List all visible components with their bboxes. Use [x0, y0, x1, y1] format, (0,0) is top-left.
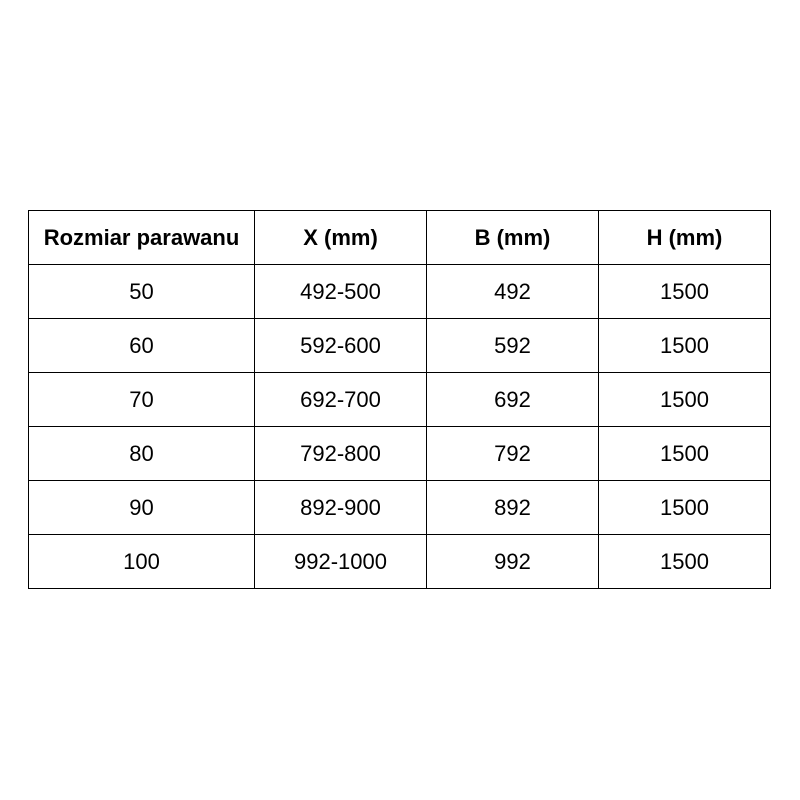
- table-row: 70 692-700 692 1500: [28, 372, 771, 427]
- cell-b: 892: [426, 480, 599, 535]
- cell-b: 692: [426, 372, 599, 427]
- size-table: Rozmiar parawanu X (mm) B (mm) H (mm) 50…: [28, 210, 771, 589]
- table-row: 100 992-1000 992 1500: [28, 534, 771, 589]
- cell-size: 60: [28, 318, 255, 373]
- header-b: B (mm): [426, 210, 599, 265]
- table-row: 60 592-600 592 1500: [28, 318, 771, 373]
- cell-h: 1500: [598, 534, 771, 589]
- table-row: 90 892-900 892 1500: [28, 480, 771, 535]
- cell-h: 1500: [598, 318, 771, 373]
- cell-h: 1500: [598, 372, 771, 427]
- header-row: Rozmiar parawanu X (mm) B (mm) H (mm): [28, 210, 771, 265]
- cell-x: 892-900: [254, 480, 427, 535]
- table-row: 50 492-500 492 1500: [28, 264, 771, 319]
- cell-x: 592-600: [254, 318, 427, 373]
- header-x: X (mm): [254, 210, 427, 265]
- cell-h: 1500: [598, 426, 771, 481]
- cell-b: 992: [426, 534, 599, 589]
- cell-b: 592: [426, 318, 599, 373]
- cell-b: 792: [426, 426, 599, 481]
- header-size: Rozmiar parawanu: [28, 210, 255, 265]
- cell-x: 792-800: [254, 426, 427, 481]
- cell-h: 1500: [598, 480, 771, 535]
- cell-h: 1500: [598, 264, 771, 319]
- cell-size: 90: [28, 480, 255, 535]
- cell-size: 50: [28, 264, 255, 319]
- header-h: H (mm): [598, 210, 771, 265]
- cell-b: 492: [426, 264, 599, 319]
- cell-size: 70: [28, 372, 255, 427]
- cell-x: 992-1000: [254, 534, 427, 589]
- cell-x: 492-500: [254, 264, 427, 319]
- table-row: 80 792-800 792 1500: [28, 426, 771, 481]
- cell-size: 100: [28, 534, 255, 589]
- cell-x: 692-700: [254, 372, 427, 427]
- cell-size: 80: [28, 426, 255, 481]
